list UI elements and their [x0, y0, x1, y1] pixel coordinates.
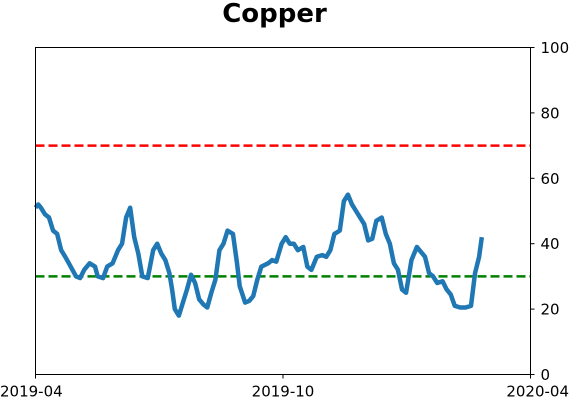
y-axis: 0 20 40 60 80 100: [530, 39, 570, 384]
y-tick-label: 20: [541, 301, 560, 319]
y-tick-label: 80: [541, 104, 560, 122]
x-tick-label: 2019-10: [252, 383, 315, 401]
y-tick-label: 0: [541, 366, 551, 384]
plot-frame: [35, 47, 531, 375]
y-tick-label: 100: [541, 39, 570, 57]
reference-lines: [35, 144, 531, 278]
series-layer: [33, 192, 485, 318]
x-axis: 2019-04 2019-10 2020-04: [0, 374, 569, 401]
x-tick-label: 2019-04: [0, 383, 63, 401]
chart-title: Copper: [222, 0, 327, 29]
series-line: [33, 192, 485, 318]
y-tick-label: 60: [541, 170, 560, 188]
x-tick-label: 2020-04: [506, 383, 569, 401]
y-tick-label: 40: [541, 235, 560, 253]
